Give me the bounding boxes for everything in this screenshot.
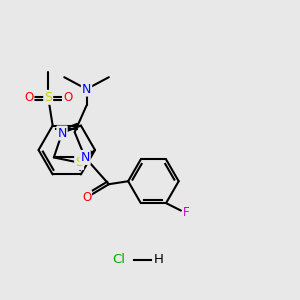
Text: Cl: Cl: [112, 254, 125, 266]
Text: S: S: [75, 156, 83, 169]
Text: O: O: [82, 191, 91, 204]
Text: O: O: [24, 91, 34, 104]
Text: S: S: [44, 91, 52, 104]
Text: N: N: [82, 82, 91, 96]
Text: H: H: [154, 254, 164, 266]
Text: N: N: [80, 151, 90, 164]
Text: N: N: [57, 127, 67, 140]
Text: O: O: [63, 91, 72, 104]
Text: F: F: [183, 206, 190, 218]
